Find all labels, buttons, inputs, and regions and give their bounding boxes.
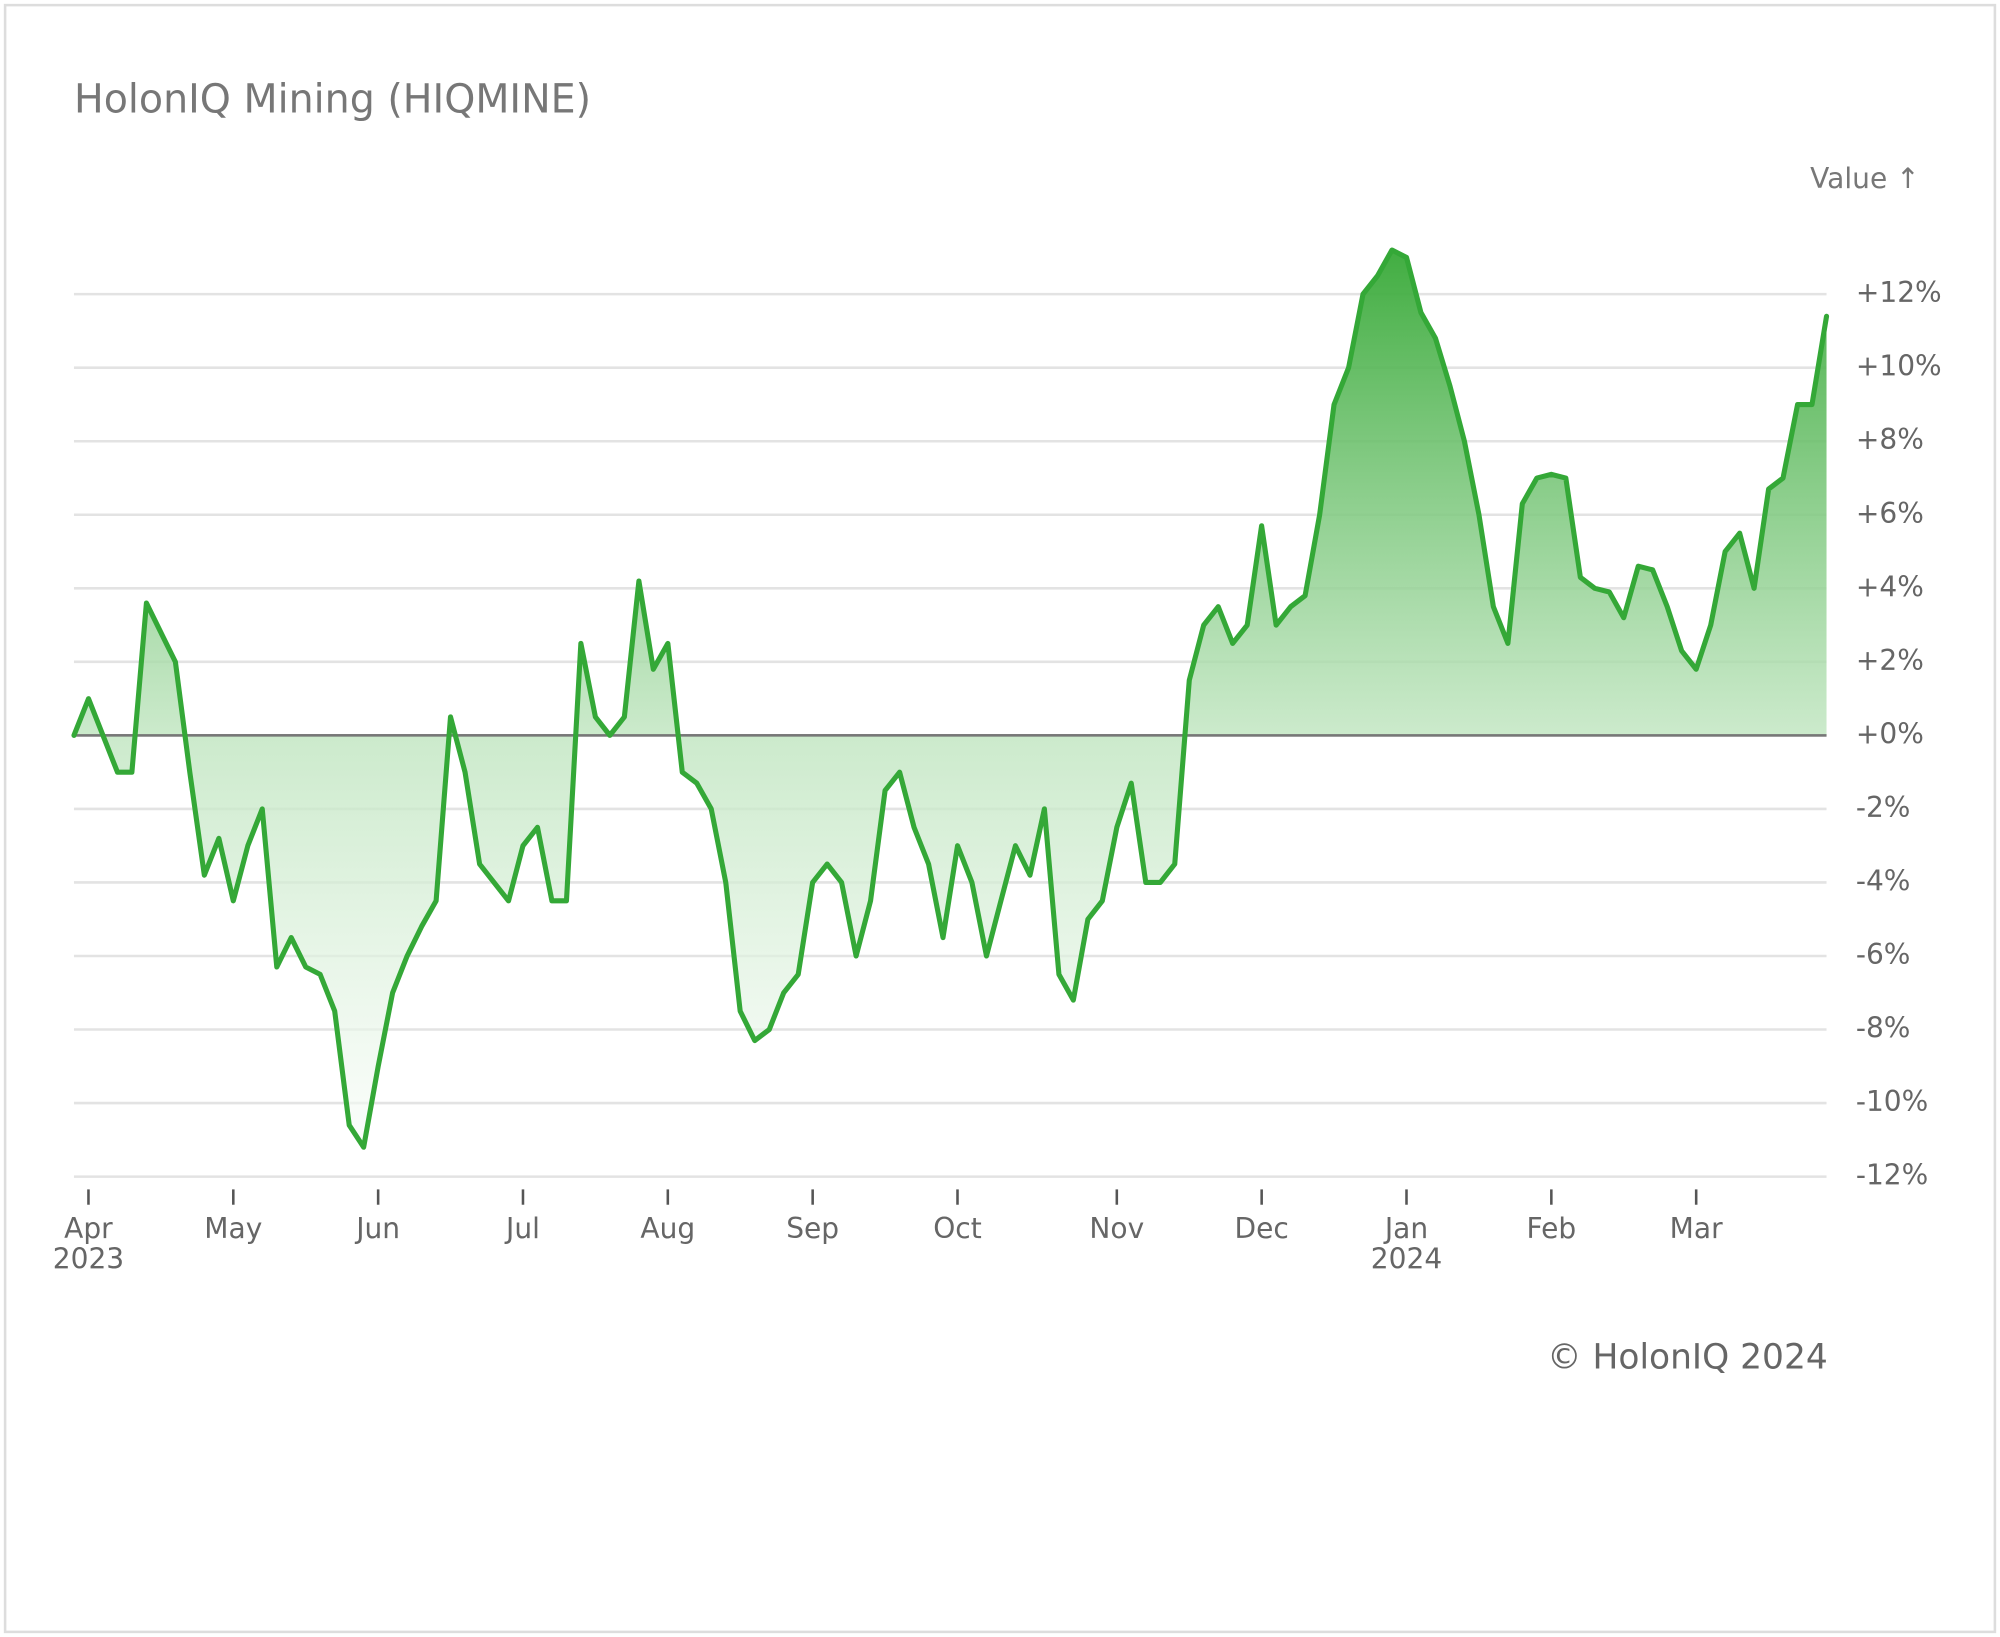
- y-tick-label: -12%: [1856, 1159, 1928, 1192]
- area: [73, 250, 1827, 1148]
- y-tick-label: -2%: [1856, 791, 1911, 824]
- line: [71, 247, 1830, 1150]
- y-tick-label: -10%: [1856, 1085, 1928, 1118]
- x-tick-label: Feb: [1526, 1213, 1577, 1246]
- x-tick-label: Aug: [640, 1213, 696, 1246]
- y-tick-label: -4%: [1856, 864, 1911, 897]
- x-tick-label: May: [204, 1213, 263, 1246]
- y-tick-label: +8%: [1856, 423, 1924, 456]
- y-tick-label: +4%: [1856, 570, 1924, 603]
- y-tick-label: -8%: [1856, 1011, 1911, 1044]
- y-tick-label: +0%: [1856, 717, 1924, 750]
- x-tick-label: Jul: [506, 1213, 540, 1246]
- x-tick-label: Jan 2024: [1370, 1213, 1443, 1277]
- y-axis-label: Value ↑: [1810, 163, 1920, 196]
- x-tick-label: Mar: [1669, 1213, 1723, 1246]
- x-tick-label: Nov: [1089, 1213, 1145, 1246]
- chart-title: HolonIQ Mining (HIQMINE): [73, 76, 592, 123]
- y-tick-label: -6%: [1856, 938, 1911, 971]
- x-tick-label: Dec: [1234, 1213, 1289, 1246]
- y-tick-label: +12%: [1856, 276, 1942, 309]
- x-tick-label: Apr 2023: [52, 1213, 125, 1277]
- y-tick-label: +6%: [1856, 497, 1924, 530]
- x-tick-label: Oct: [933, 1213, 982, 1246]
- x-tick-label: Sep: [786, 1213, 840, 1246]
- x-tick-label: Jun: [356, 1213, 401, 1246]
- y-tick-label: +2%: [1856, 644, 1924, 677]
- source: © HolonIQ 2024: [1547, 1337, 1828, 1378]
- y-tick-label: +10%: [1856, 350, 1942, 383]
